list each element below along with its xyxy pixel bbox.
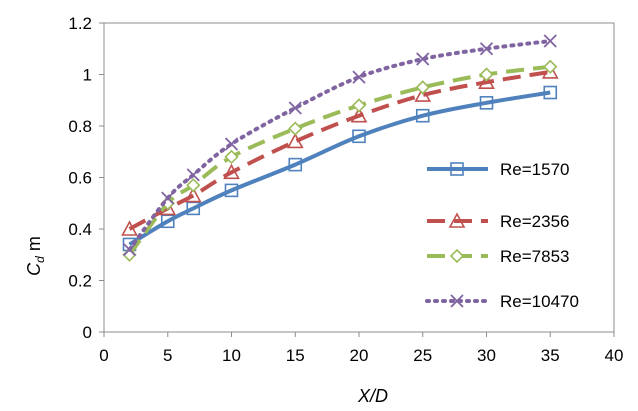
legend-label: Re=10470 bbox=[500, 292, 579, 311]
y-tick-label: 0.8 bbox=[68, 117, 92, 136]
series-3 bbox=[122, 59, 558, 262]
x-tick-label: 20 bbox=[350, 346, 369, 365]
data-point bbox=[121, 220, 138, 236]
legend-label: Re=7853 bbox=[500, 247, 569, 266]
x-tick-label: 30 bbox=[477, 346, 496, 365]
y-tick-label: 0.6 bbox=[68, 169, 92, 188]
x-tick-label: 25 bbox=[413, 346, 432, 365]
data-point bbox=[416, 52, 430, 66]
x-tick-label: 35 bbox=[541, 346, 560, 365]
legend-item: Re=7853 bbox=[427, 247, 569, 266]
y-tick-label: 1.2 bbox=[68, 14, 92, 33]
y-tick-label: 0.4 bbox=[68, 220, 92, 239]
series-2 bbox=[121, 63, 559, 236]
data-point bbox=[415, 108, 430, 123]
data-point bbox=[414, 86, 432, 102]
series-line bbox=[128, 69, 551, 231]
x-axis-title: X/D bbox=[357, 386, 388, 406]
data-point bbox=[352, 70, 366, 84]
legend-swatch-marker bbox=[450, 162, 464, 176]
data-point bbox=[224, 183, 239, 198]
data-point bbox=[543, 59, 558, 74]
data-point bbox=[288, 121, 303, 136]
data-point bbox=[288, 157, 303, 172]
y-axis-title-sub: d bbox=[33, 256, 47, 263]
x-tick-label: 15 bbox=[286, 346, 305, 365]
data-point bbox=[223, 163, 240, 180]
legend: Re=1570 Re=2356 Re=7853 Re=10470 bbox=[425, 160, 579, 311]
legend-item: Re=1570 bbox=[427, 160, 569, 179]
data-point bbox=[415, 80, 430, 95]
legend-swatch-marker bbox=[448, 212, 466, 228]
x-tick-label: 10 bbox=[222, 346, 241, 365]
series-line bbox=[128, 90, 551, 247]
data-point bbox=[160, 214, 175, 229]
y-axis-title-main: C bbox=[24, 262, 44, 276]
legend-item: Re=2356 bbox=[427, 212, 569, 231]
data-point bbox=[541, 63, 559, 79]
data-point bbox=[288, 101, 302, 115]
x-tick-label: 40 bbox=[605, 346, 624, 365]
data-point bbox=[161, 191, 175, 205]
y-tick-label: 1 bbox=[83, 66, 92, 85]
data-point bbox=[224, 137, 239, 151]
series-4 bbox=[122, 34, 557, 257]
legend-label: Re=2356 bbox=[500, 212, 569, 231]
data-point bbox=[286, 132, 304, 149]
data-point bbox=[479, 67, 494, 82]
data-point bbox=[479, 96, 494, 110]
y-tick-label: 0.2 bbox=[68, 272, 92, 291]
data-point bbox=[351, 98, 367, 113]
data-point bbox=[184, 186, 202, 203]
y-axis-title-suffix: m bbox=[24, 236, 44, 256]
data-point bbox=[479, 42, 494, 56]
data-point bbox=[352, 129, 366, 144]
data-point bbox=[224, 149, 239, 165]
axes: 0 5 10 15 20 25 30 35 40 0 0.2 0.4 0.6 0.8 1 1.2 bbox=[68, 14, 623, 365]
data-point bbox=[543, 85, 558, 100]
data-point bbox=[350, 107, 368, 123]
y-tick-label: 0 bbox=[83, 323, 92, 342]
legend-label: Re=1570 bbox=[500, 160, 569, 179]
data-point bbox=[186, 178, 201, 193]
data-point bbox=[186, 201, 201, 216]
series-line bbox=[127, 64, 551, 256]
series-line bbox=[127, 39, 553, 252]
data-point bbox=[122, 242, 137, 257]
y-axis-title: Cd m bbox=[24, 236, 47, 276]
legend-swatch-marker bbox=[449, 248, 465, 264]
x-tick-label: 5 bbox=[163, 346, 172, 365]
data-point bbox=[543, 34, 557, 48]
legend-item: Re=10470 bbox=[425, 292, 579, 311]
x-tick-label: 0 bbox=[99, 346, 108, 365]
series-layer bbox=[121, 34, 559, 262]
data-point bbox=[478, 73, 495, 90]
data-point bbox=[186, 168, 200, 182]
legend-swatch-marker bbox=[450, 294, 464, 308]
